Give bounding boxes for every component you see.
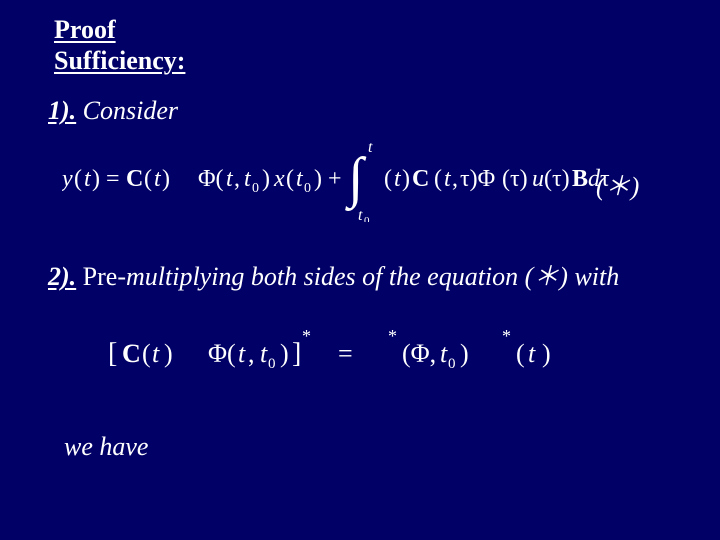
- step1-number: 1).: [48, 96, 76, 125]
- svg-text:): ): [280, 339, 289, 368]
- svg-text:0: 0: [252, 181, 259, 196]
- svg-text:0: 0: [304, 181, 311, 196]
- svg-text:0: 0: [268, 356, 276, 372]
- svg-text:C: C: [122, 339, 141, 368]
- svg-text:*: *: [502, 326, 511, 346]
- svg-text:(: (: [286, 166, 294, 192]
- step2-text-b: -multiplying both sides of the equation …: [117, 262, 619, 291]
- svg-text:,: ,: [248, 339, 255, 368]
- svg-text:x: x: [273, 166, 285, 192]
- heading-line1: Proof: [54, 15, 116, 44]
- svg-text:t: t: [260, 339, 268, 368]
- svg-text:t: t: [244, 166, 252, 192]
- svg-text:): ): [164, 339, 173, 368]
- svg-text:t: t: [440, 339, 448, 368]
- svg-text:Φ(: Φ(: [198, 166, 224, 192]
- svg-text:(: (: [434, 166, 442, 192]
- svg-text:): ): [162, 166, 170, 192]
- svg-text:*: *: [388, 326, 397, 346]
- svg-text:(τ): (τ): [502, 166, 528, 192]
- svg-text:t: t: [528, 339, 536, 368]
- step2-text-a: Pre: [76, 262, 117, 291]
- svg-text:Φ(: Φ(: [208, 339, 236, 368]
- svg-text:0: 0: [364, 215, 370, 222]
- svg-text:(: (: [142, 339, 151, 368]
- step2-number: 2).: [48, 262, 76, 291]
- svg-text:0: 0: [448, 356, 456, 372]
- svg-text:=: =: [338, 339, 353, 368]
- equation-1-marker: (＊): [596, 166, 639, 203]
- svg-text:τ)Φ: τ)Φ: [460, 166, 495, 192]
- proof-heading: Proof Sufficiency:: [54, 14, 185, 76]
- step1-text: Consider: [76, 96, 178, 125]
- svg-text:(Φ,: (Φ,: [402, 339, 436, 368]
- svg-text:u: u: [532, 166, 544, 192]
- svg-text:t: t: [296, 166, 304, 192]
- svg-text:(: (: [144, 166, 152, 192]
- svg-text:∫: ∫: [345, 147, 367, 212]
- svg-text:C: C: [126, 166, 143, 192]
- step2-line: 2). Pre-multiplying both sides of the eq…: [48, 256, 619, 293]
- svg-text:t: t: [154, 166, 162, 192]
- svg-text:): ): [460, 339, 469, 368]
- svg-text:t: t: [226, 166, 234, 192]
- svg-text:=: =: [106, 166, 120, 192]
- svg-text:t: t: [444, 166, 452, 192]
- svg-text:): ): [262, 166, 270, 192]
- equation-2: [ C ( t ) Φ( t , t 0 ) ] * = * (Φ, t 0 )…: [108, 320, 588, 385]
- svg-text:+: +: [328, 166, 342, 192]
- svg-text:t: t: [368, 139, 373, 156]
- svg-text:): ): [542, 339, 551, 368]
- svg-text:C: C: [412, 166, 429, 192]
- svg-text:t: t: [394, 166, 402, 192]
- svg-text:[: [: [108, 338, 117, 369]
- svg-text:*: *: [302, 326, 311, 346]
- we-have-text: we have: [64, 432, 148, 462]
- svg-text:): ): [92, 166, 100, 192]
- svg-text:B: B: [572, 166, 588, 192]
- svg-text:(τ): (τ): [544, 166, 570, 192]
- svg-text:): ): [402, 166, 410, 192]
- svg-text:(: (: [384, 166, 392, 192]
- svg-text:t: t: [358, 207, 363, 222]
- svg-text:t: t: [238, 339, 246, 368]
- step1-line: 1). Consider: [48, 96, 178, 126]
- svg-text:t: t: [84, 166, 92, 192]
- heading-line2: Sufficiency:: [54, 46, 185, 75]
- svg-text:t: t: [152, 339, 160, 368]
- svg-text:,: ,: [452, 166, 458, 192]
- svg-text:(: (: [516, 339, 525, 368]
- equation-1: y ( t ) = C ( t ) Φ( t , t 0 ) x ( t 0 )…: [62, 138, 662, 222]
- svg-text:): ): [314, 166, 322, 192]
- svg-text:(: (: [74, 166, 82, 192]
- svg-text:]: ]: [292, 338, 301, 369]
- svg-text:y: y: [62, 166, 73, 192]
- svg-text:,: ,: [234, 166, 240, 192]
